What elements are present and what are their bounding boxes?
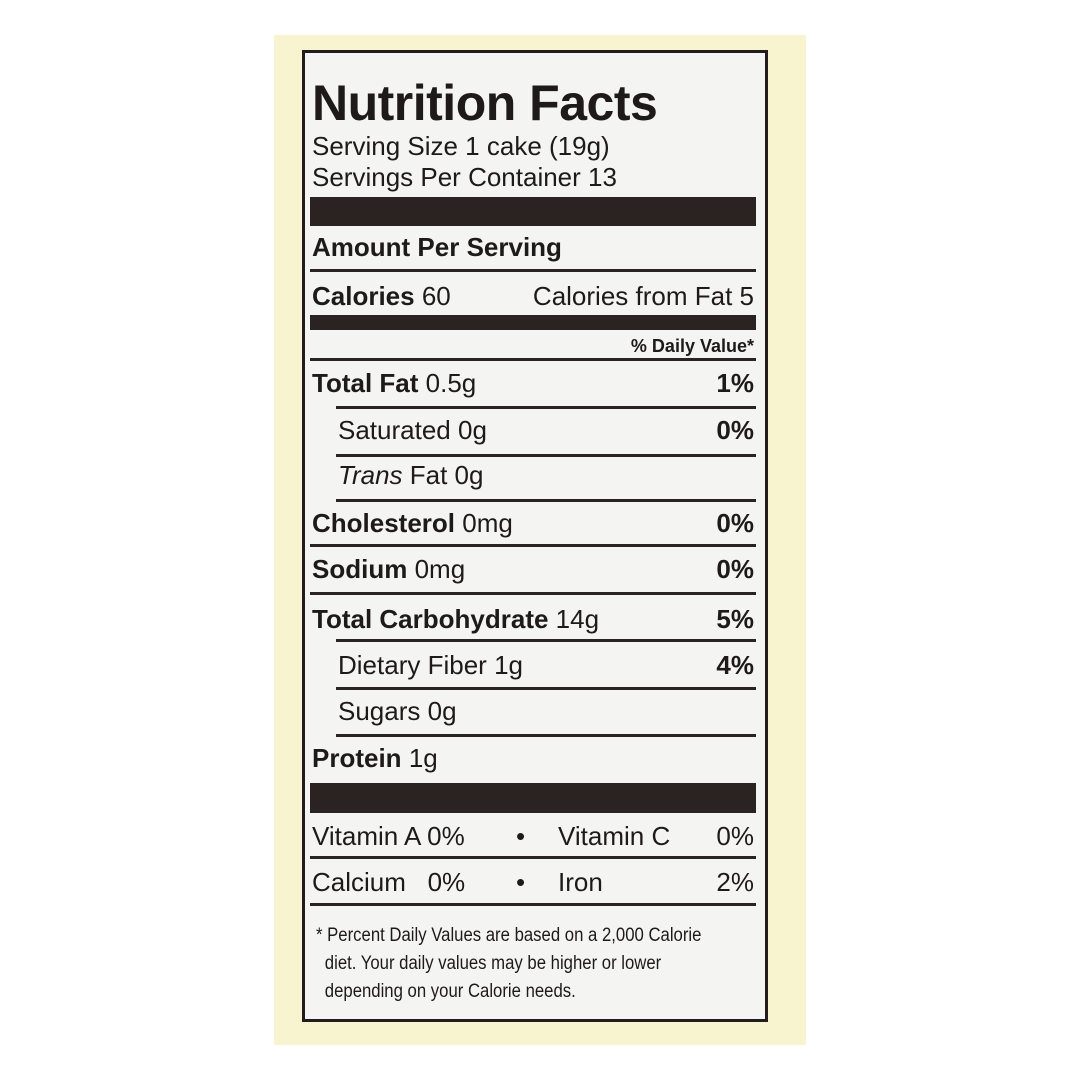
thick-divider xyxy=(310,197,756,226)
nutrient-amount: 1g xyxy=(494,650,523,680)
nutrient-label: Cholesterol xyxy=(312,508,456,538)
thick-divider xyxy=(310,783,756,813)
divider xyxy=(310,903,756,906)
nutrient-row: Trans Fat 0g xyxy=(338,462,483,488)
calories-row: Calories 60 xyxy=(312,283,451,309)
bullet: • xyxy=(516,867,526,897)
divider xyxy=(336,454,756,457)
nutrient-row: Sodium 0mg xyxy=(312,556,465,582)
calories-label: Calories xyxy=(312,281,415,311)
divider xyxy=(336,734,756,737)
serving-size: Serving Size 1 cake (19g) xyxy=(312,131,610,161)
bullet: • xyxy=(516,821,526,851)
servings-per-container: Servings Per Container 13 xyxy=(312,162,617,192)
nutrient-daily-value: 0% xyxy=(716,508,754,538)
vitamin-c-label: Vitamin C xyxy=(558,821,671,851)
nutrient-row: Total Carbohydrate 14g xyxy=(312,606,599,632)
divider xyxy=(310,544,756,547)
nutrient-daily-value: 0% xyxy=(716,554,754,584)
nutrient-label: Saturated xyxy=(338,415,451,445)
divider xyxy=(310,269,756,272)
footnote-line: * Percent Daily Values are based on a 2,… xyxy=(316,925,702,946)
nutrient-amount: Fat 0g xyxy=(409,460,484,490)
divider xyxy=(336,499,756,502)
footnote-line: depending on your Calorie needs. xyxy=(324,981,576,1002)
divider xyxy=(310,592,756,595)
nutrient-amount: 14g xyxy=(555,604,600,634)
daily-value-header: % Daily Value* xyxy=(630,336,754,356)
vitamin-a: Vitamin A 0% xyxy=(312,821,465,851)
label-title: Nutrition Facts xyxy=(312,75,658,131)
nutrient-label: Sugars xyxy=(338,696,421,726)
nutrient-amount: 0.5g xyxy=(425,368,477,398)
footnote: * Percent Daily Values are based on a 2,… xyxy=(316,922,701,1006)
nutrient-amount: 0mg xyxy=(414,554,466,584)
nutrient-row: Saturated 0g xyxy=(338,417,487,443)
medium-divider xyxy=(310,315,756,330)
calories-from-fat: Calories from Fat 5 xyxy=(532,281,754,311)
calories-value: 60 xyxy=(421,281,451,311)
nutrient-row: Protein 1g xyxy=(312,745,438,771)
footnote-line: diet. Your daily values may be higher or… xyxy=(324,953,662,974)
calcium: Calcium 0% xyxy=(312,867,466,897)
iron-label: Iron xyxy=(558,867,603,897)
nutrient-daily-value: 5% xyxy=(716,604,754,634)
nutrient-amount: 0g xyxy=(457,415,487,445)
divider xyxy=(310,856,756,859)
nutrient-label: Trans xyxy=(338,460,403,490)
nutrient-label: Total Carbohydrate xyxy=(312,604,549,634)
nutrient-daily-value: 0% xyxy=(716,415,754,445)
amount-per-serving: Amount Per Serving xyxy=(312,232,562,262)
divider xyxy=(336,639,756,642)
divider xyxy=(336,687,756,690)
nutrient-daily-value: 1% xyxy=(716,368,754,398)
nutrient-row: Cholesterol 0mg xyxy=(312,510,513,536)
iron-value: 2% xyxy=(716,867,754,897)
nutrient-label: Sodium xyxy=(312,554,408,584)
nutrient-row: Total Fat 0.5g xyxy=(312,370,476,396)
nutrient-amount: 0g xyxy=(427,696,457,726)
nutrient-row: Dietary Fiber 1g xyxy=(338,652,523,678)
divider xyxy=(310,358,756,361)
nutrient-daily-value: 4% xyxy=(716,650,754,680)
nutrient-label: Dietary Fiber xyxy=(338,650,487,680)
nutrient-amount: 0mg xyxy=(462,508,513,538)
nutrient-label: Total Fat xyxy=(312,368,419,398)
divider xyxy=(336,406,756,409)
nutrient-row: Sugars 0g xyxy=(338,698,457,724)
nutrient-amount: 1g xyxy=(408,743,438,773)
nutrient-label: Protein xyxy=(312,743,402,773)
vitamin-c-value: 0% xyxy=(716,821,754,851)
